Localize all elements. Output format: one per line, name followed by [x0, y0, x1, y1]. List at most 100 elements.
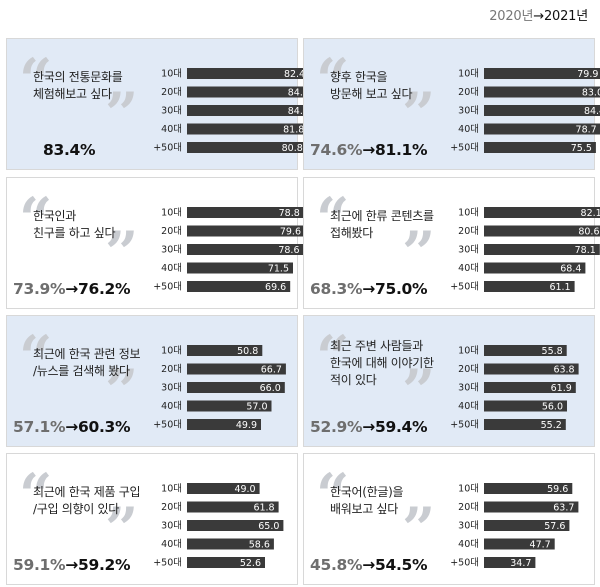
card-talk-about-korea: “ ” 최근 주변 사람들과 한국에 대해 이야기한 적이 있다 52.9%→59.4… — [303, 315, 595, 447]
bar-value-label: 68.4 — [560, 264, 581, 275]
bar-value-label: 50.8 — [237, 346, 258, 357]
category-label: 30대 — [458, 106, 479, 117]
category-label: 10대 — [458, 346, 479, 357]
close-quote-icon: ” — [402, 80, 436, 148]
close-quote-icon: ” — [105, 80, 139, 148]
category-label: 20대 — [458, 87, 479, 98]
card-korean-products: “ ” 최근에 한국 제품 구입 /구입 의향이 있다 59.1%→59.2% 10대 4… — [6, 453, 298, 585]
category-label: 30대 — [161, 245, 182, 256]
average-2020: 59.1% — [13, 556, 66, 574]
bar-value-label: 80.6 — [578, 227, 599, 238]
category-label: +50대 — [153, 558, 182, 569]
category-label: 40대 — [458, 124, 479, 135]
average-2021: 60.3% — [77, 418, 131, 436]
category-label: 40대 — [458, 539, 479, 550]
bar-value-label: 57.0 — [246, 402, 267, 413]
average-2020: 73.9% — [13, 280, 66, 298]
age-bar-chart: 10대 59.6 20대 63.7 30대 57.6 40대 47.7 +50대 34.7 — [440, 482, 592, 578]
arrow-icon: → — [362, 280, 375, 298]
bar — [187, 382, 285, 393]
category-label: +50대 — [450, 558, 479, 569]
category-label: +50대 — [450, 282, 479, 293]
open-quote-icon: “ — [19, 461, 53, 529]
bar-value-label: 78.6 — [278, 245, 299, 256]
average-2020: 74.6% — [310, 141, 363, 159]
card-title: 최근에 한국 제품 구입 /구입 의향이 있다 — [33, 485, 141, 516]
bar — [484, 345, 567, 356]
bar — [484, 207, 600, 218]
category-label: 20대 — [161, 502, 182, 513]
bar — [187, 400, 272, 412]
bar-chart-svg: 10대 59.6 20대 63.7 30대 57.6 40대 47.7 +50대 34.7 — [450, 483, 579, 569]
average-change: 52.9%→59.4% — [310, 418, 428, 436]
category-label: 20대 — [161, 87, 182, 98]
bar-value-label: 80.8 — [282, 143, 303, 154]
bar — [187, 419, 261, 430]
category-label: 10대 — [458, 208, 479, 219]
average-2020: 45.8% — [310, 556, 363, 574]
open-quote-icon: “ — [316, 461, 350, 529]
open-quote-icon: “ — [316, 46, 350, 114]
average-change: 68.3%→75.0% — [310, 280, 428, 298]
bar-value-label: 52.6 — [240, 558, 261, 569]
category-label: +50대 — [153, 420, 182, 431]
category-label: +50대 — [450, 143, 479, 154]
bar-value-label: 84.4 — [584, 106, 600, 117]
open-quote-icon: “ — [316, 185, 350, 253]
bar — [484, 483, 573, 494]
bar — [484, 86, 600, 98]
bar — [187, 281, 291, 292]
average-2020: 68.3% — [310, 280, 363, 298]
legend-year-old: 2020년 — [489, 9, 534, 24]
bar-value-label: 84.9 — [288, 106, 309, 117]
bar-chart-svg: 10대 78.8 20대 79.6 30대 78.6 40대 71.5 +50대 69.6 — [153, 207, 305, 293]
open-quote-icon: “ — [19, 46, 53, 114]
card-korean-friends: “ ” 한국인과 친구를 하고 싶다 73.9%→76.2% 10대 78.8 20대 79.… — [6, 177, 305, 309]
bar — [187, 483, 260, 494]
bar — [187, 363, 286, 375]
card-hallyu-content: “ ” 최근에 한류 콘텐츠를 접해봤다 68.3%→75.0% 10대 82.1 20대 8… — [303, 177, 600, 309]
bar-value-label: 82.1 — [581, 208, 600, 219]
card-title: 향후 한국을 방문해 보고 싶다 — [330, 70, 413, 101]
average-2020: 52.9% — [310, 418, 363, 436]
bar-value-label: 55.8 — [542, 346, 563, 357]
card-title: 한국의 전통문화를 체험해보고 싶다 — [33, 70, 123, 101]
open-quote-icon: “ — [19, 323, 53, 391]
bar-value-label: 69.6 — [265, 282, 286, 293]
age-bar-chart: 10대 82.4 20대 84.9 30대 84.9 40대 81.8 +50대 80.8 — [143, 67, 313, 163]
average-2021: 59.2% — [77, 556, 131, 574]
arrow-icon: → — [362, 141, 375, 159]
card-title: 한국어(한글)을 배워보고 싶다 — [330, 485, 404, 516]
bar-value-label: 61.8 — [253, 503, 274, 514]
bar — [187, 557, 265, 568]
age-bar-chart: 10대 79.9 20대 83.0 30대 84.4 40대 78.7 +50대 75.5 — [440, 67, 600, 163]
average-change: 59.1%→59.2% — [13, 556, 131, 574]
bar — [484, 123, 600, 135]
bar-value-label: 78.7 — [576, 125, 597, 136]
bar — [187, 123, 309, 135]
category-label: 10대 — [161, 346, 182, 357]
bar — [484, 400, 567, 412]
bar-value-label: 78.8 — [279, 208, 300, 219]
bar-chart-svg: 10대 55.8 20대 63.8 30대 61.9 40대 56.0 +50대 55.2 — [450, 345, 579, 431]
card-title: 최근에 한류 콘텐츠를 접해봤다 — [330, 209, 434, 240]
bar — [187, 225, 305, 237]
bar — [484, 363, 579, 375]
open-quote-icon: “ — [19, 185, 53, 253]
bar-value-label: 83.0 — [582, 88, 600, 99]
category-label: 40대 — [161, 401, 182, 412]
average-change: 57.1%→60.3% — [13, 418, 131, 436]
bar-value-label: 81.8 — [283, 125, 304, 136]
close-quote-icon: ” — [105, 219, 139, 287]
bar-value-label: 79.6 — [280, 227, 301, 238]
card-visit-korea: “ ” 향후 한국을 방문해 보고 싶다 74.6%→81.1% 10대 79.9 20대 8… — [303, 38, 600, 170]
bar — [187, 538, 274, 550]
bar-value-label: 55.2 — [541, 420, 562, 431]
bar — [484, 382, 576, 393]
average-change: 83.4% — [43, 141, 96, 159]
average-2021: 75.0% — [374, 280, 428, 298]
bar-chart-svg: 10대 49.0 20대 61.8 30대 65.0 40대 58.6 +50대 52.6 — [153, 483, 284, 569]
category-label: 30대 — [161, 106, 182, 117]
bar — [484, 142, 596, 153]
card-title: 최근에 한국 관련 정보 /뉴스를 검색해 봤다 — [33, 347, 141, 378]
